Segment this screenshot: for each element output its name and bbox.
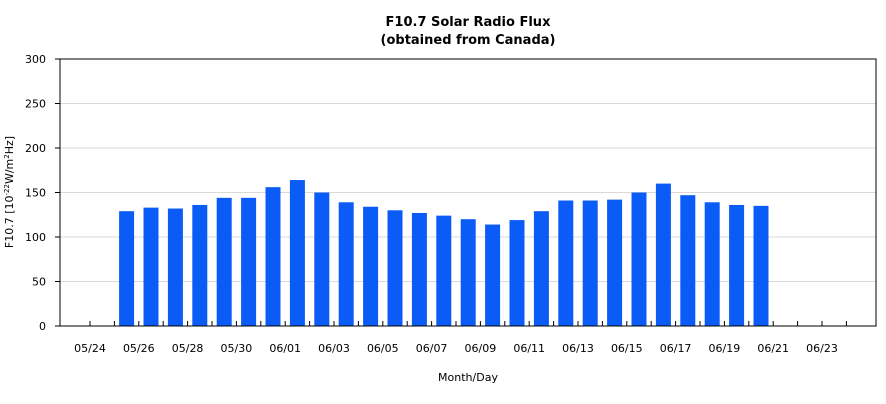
bar [631, 192, 647, 326]
x-tick-label: 06/07 [416, 342, 448, 355]
x-tick-label: 05/30 [221, 342, 253, 355]
y-axis-label: F10.7 [10-22W/m2Hz] [3, 136, 16, 248]
bar [241, 197, 257, 326]
x-tick-label: 06/11 [513, 342, 545, 355]
y-tick-label: 100 [25, 231, 46, 244]
x-tick-label: 05/28 [172, 342, 204, 355]
bar [436, 215, 452, 326]
bars-layer [119, 180, 769, 326]
bar [558, 200, 574, 326]
bar [192, 204, 208, 326]
bar [289, 180, 305, 326]
bar [533, 211, 549, 326]
bar [680, 195, 696, 326]
x-axis-label: Month/Day [438, 371, 498, 384]
bar [460, 219, 476, 326]
y-axis-label-main: F10.7 [10 [3, 195, 16, 248]
y-axis-label-exp: -22 [3, 184, 11, 195]
bar [704, 202, 720, 326]
y-axis: 0 50 100 150 200 250 300 [25, 53, 60, 333]
bar [655, 183, 671, 326]
bar [314, 192, 330, 326]
x-tick-label: 06/21 [757, 342, 789, 355]
bar [265, 187, 281, 326]
bar [485, 224, 501, 326]
bar [509, 220, 525, 326]
x-tick-label: 06/23 [806, 342, 838, 355]
y-tick-label: 0 [39, 320, 46, 333]
x-tick-label: 05/26 [123, 342, 155, 355]
x-tick-label: 06/05 [367, 342, 399, 355]
bar [167, 208, 183, 326]
x-tick-label: 06/19 [709, 342, 741, 355]
x-tick-label: 06/09 [465, 342, 497, 355]
x-tick-label: 06/13 [562, 342, 594, 355]
y-axis-label-exp2: 2 [3, 154, 11, 158]
y-tick-label: 150 [25, 187, 46, 200]
bar [729, 204, 745, 326]
bar [753, 205, 769, 326]
chart-subtitle: (obtained from Canada) [381, 33, 556, 48]
bar [363, 206, 379, 326]
bar [582, 200, 598, 326]
bar [387, 210, 403, 326]
x-tick-label: 06/15 [611, 342, 643, 355]
y-axis-label-mid: W/m [3, 159, 16, 184]
bar [143, 207, 159, 326]
y-tick-label: 50 [32, 276, 46, 289]
y-tick-label: 300 [25, 53, 46, 66]
y-axis-label-end: Hz] [3, 136, 16, 154]
bar [607, 199, 623, 326]
x-tick-label: 06/17 [660, 342, 692, 355]
y-tick-label: 200 [25, 142, 46, 155]
bar [338, 202, 354, 326]
x-axis: 05/24 05/26 05/28 05/30 06/01 06/03 06/05 06/07… [74, 321, 847, 355]
x-tick-label: 05/24 [74, 342, 106, 355]
chart-title: F10.7 Solar Radio Flux [386, 15, 552, 30]
x-tick-label: 06/01 [269, 342, 301, 355]
bar [216, 197, 232, 326]
x-tick-label: 06/03 [318, 342, 350, 355]
bar [411, 212, 427, 326]
bar [119, 211, 135, 326]
y-tick-label: 250 [25, 98, 46, 111]
